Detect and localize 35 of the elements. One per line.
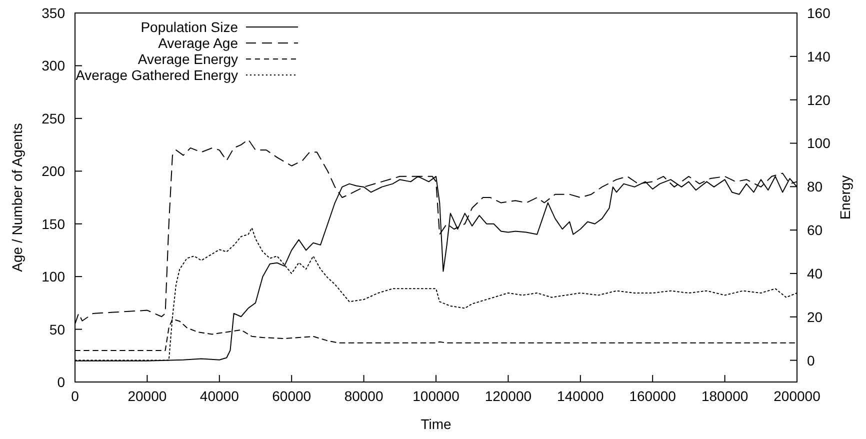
y2-tick-label: 140 [807,48,831,64]
x-tick-label: 180000 [701,388,748,404]
y-axis-title: Age / Number of Agents [9,123,25,272]
y2-axis-title: Energy [837,175,853,220]
x-axis-title: Time [420,416,452,432]
y-tick-label: 300 [42,58,66,74]
y-tick-label: 200 [42,163,66,180]
x-tick-label: 40000 [200,388,240,404]
y-tick-label: 150 [42,216,66,232]
y2-tick-label: 20 [807,308,823,325]
y2-tick-label: 60 [807,222,823,238]
x-tick-label: 120000 [484,388,532,404]
y2-tick-label: 80 [807,178,823,195]
y-tick-label: 50 [49,321,66,338]
y2-tick-label: 160 [807,5,831,21]
y2-tick-label: 0 [807,352,815,368]
x-tick-label: 60000 [272,388,312,404]
y-tick-label: 100 [42,268,66,285]
legend-label: Average Age [158,35,238,51]
y-tick-label: 350 [42,5,66,21]
legend-label: Population Size [140,19,238,35]
x-tick-label: 80000 [344,388,384,404]
legend-label: Average Energy [138,51,238,67]
y2-tick-label: 40 [807,265,823,282]
x-tick-label: 20000 [128,388,167,404]
x-tick-label: 140000 [557,388,604,404]
x-tick-label: 100000 [412,388,460,404]
legend-label: Average Gathered Energy [76,67,238,83]
x-tick-label: 200000 [774,388,821,404]
y-tick-label: 0 [57,374,66,390]
y2-tick-label: 120 [807,92,831,108]
x-tick-label: 160000 [629,388,676,404]
x-tick-label: 0 [71,388,80,404]
y2-tick-label: 100 [807,135,831,152]
y-tick-label: 250 [42,110,66,126]
